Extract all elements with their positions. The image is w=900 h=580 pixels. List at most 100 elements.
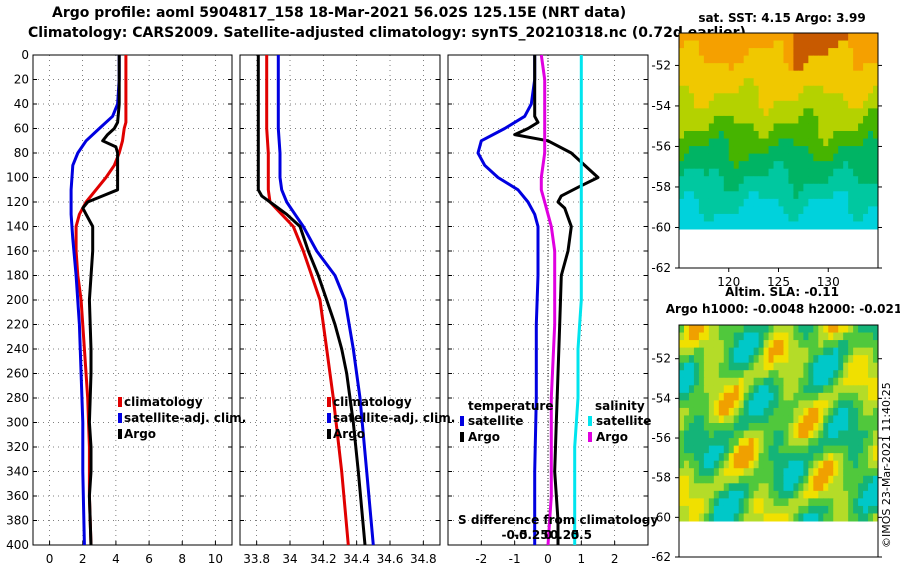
map-cell — [803, 176, 809, 185]
map-cell — [823, 370, 829, 379]
map-cell — [728, 415, 735, 424]
map-cell — [823, 415, 829, 424]
map-cell — [708, 198, 715, 207]
map-cell — [679, 385, 685, 394]
map-cell — [733, 70, 740, 79]
map-cell — [723, 213, 730, 222]
map-cell — [743, 33, 750, 42]
map-cell — [703, 176, 710, 185]
map-cell — [763, 370, 770, 379]
map-cell — [738, 183, 745, 192]
map-cell — [708, 221, 715, 230]
map-cell — [718, 100, 725, 109]
map-cell — [803, 490, 809, 499]
map-cell — [733, 213, 740, 222]
map-cell — [863, 161, 869, 170]
map-cell — [798, 355, 804, 364]
map-cell — [773, 490, 779, 499]
map-cell — [728, 131, 735, 140]
map-cell — [688, 146, 695, 155]
map-cell — [843, 407, 849, 416]
map-cell — [758, 513, 765, 522]
map-cell — [778, 63, 784, 72]
map-cell — [803, 183, 809, 192]
map-cell — [773, 153, 779, 162]
map-cell — [838, 161, 844, 170]
map-cell — [863, 453, 869, 462]
map-cell — [728, 183, 735, 192]
map-cell — [698, 176, 705, 185]
map-cell — [693, 168, 700, 177]
map-cell — [768, 513, 775, 522]
map-cell — [848, 423, 854, 432]
map-cell — [803, 138, 809, 147]
map-cell — [763, 33, 770, 42]
map-cell — [873, 460, 879, 469]
map-cell — [693, 206, 700, 215]
map-cell — [679, 392, 685, 401]
map-cell — [738, 490, 745, 499]
map-cell — [848, 198, 854, 207]
map-cell — [798, 168, 804, 177]
map-cell — [708, 191, 715, 200]
map-cell — [868, 347, 874, 356]
map-cell — [818, 325, 824, 334]
map-cell — [773, 123, 779, 132]
map-cell — [808, 468, 814, 477]
x-tick-label: 34.6 — [377, 552, 404, 566]
map-cell — [818, 362, 824, 371]
map-cell — [828, 513, 834, 522]
legend-label: Argo — [468, 430, 500, 444]
map-cell — [693, 183, 700, 192]
map-cell — [733, 153, 740, 162]
map-cell — [758, 423, 765, 432]
y-tick-label: 20 — [14, 73, 29, 87]
map-cell — [703, 370, 710, 379]
map-cell — [708, 146, 715, 155]
map-cell — [693, 40, 700, 49]
map-cell — [788, 340, 794, 349]
map-cell — [688, 430, 695, 439]
map-cell — [818, 33, 824, 42]
map-cell — [833, 78, 839, 87]
map-cell — [748, 115, 755, 124]
map-cell — [863, 445, 869, 454]
map-cell — [873, 40, 879, 49]
map-cell — [813, 362, 819, 371]
map-cell — [693, 198, 700, 207]
map-cell — [703, 505, 710, 514]
map-cell — [773, 355, 779, 364]
map-cell — [793, 453, 799, 462]
map-cell — [793, 198, 799, 207]
map-cell — [848, 453, 854, 462]
map-cell — [693, 377, 700, 386]
map-sst-title: sat. SST: 4.15 Argo: 3.99 — [698, 11, 865, 25]
map-cell — [768, 392, 775, 401]
map-cell — [818, 332, 824, 341]
map-cell — [688, 355, 695, 364]
map-cell — [873, 48, 879, 57]
y-tick-label: 200 — [6, 293, 29, 307]
map-cell — [763, 206, 770, 215]
legend-label: climatology — [333, 395, 412, 409]
map-cell — [838, 213, 844, 222]
map-cell — [698, 385, 705, 394]
map-cell — [758, 355, 765, 364]
map-cell — [763, 183, 770, 192]
map-cell — [728, 138, 735, 147]
map-cell — [793, 40, 799, 49]
map-cell — [813, 483, 819, 492]
map-cell — [838, 453, 844, 462]
map-cell — [818, 400, 824, 409]
map-cell — [728, 423, 735, 432]
map-cell — [848, 161, 854, 170]
map-cell — [688, 213, 695, 222]
map-cell — [803, 505, 809, 514]
map-cell — [853, 138, 859, 147]
map-cell — [863, 490, 869, 499]
map-cell — [753, 131, 760, 140]
map-cell — [718, 490, 725, 499]
map-cell — [753, 498, 760, 507]
map-cell — [703, 198, 710, 207]
map-cell — [698, 206, 705, 215]
